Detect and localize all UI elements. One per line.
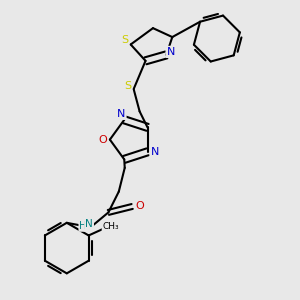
Text: N: N: [167, 47, 175, 57]
Text: S: S: [124, 81, 131, 91]
Text: S: S: [121, 35, 128, 45]
Text: N: N: [117, 109, 125, 119]
Text: O: O: [98, 135, 107, 145]
Text: O: O: [135, 202, 144, 212]
Text: H: H: [80, 221, 87, 231]
Text: CH₃: CH₃: [103, 222, 119, 231]
Text: N: N: [85, 219, 93, 229]
Text: N: N: [151, 147, 159, 157]
